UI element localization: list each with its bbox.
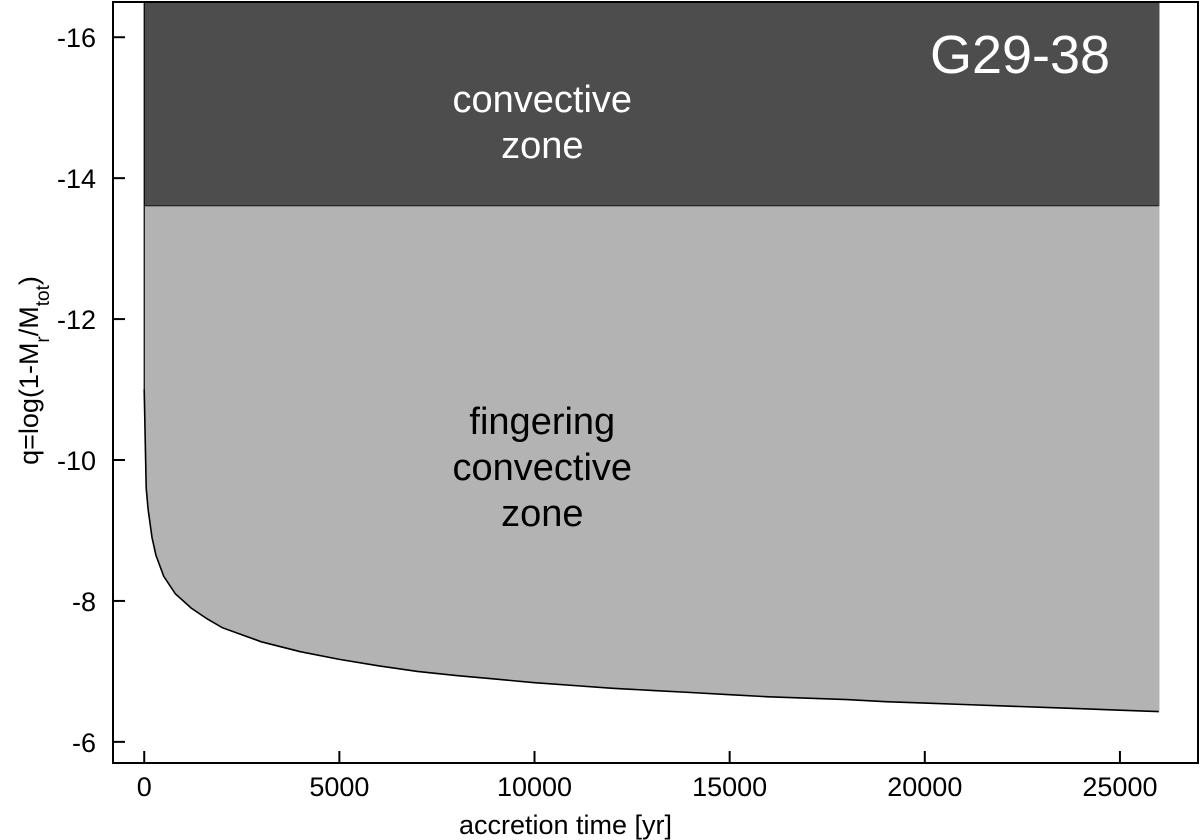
y-tick-label-4: -8 [72, 587, 96, 617]
y-axis-label-sub-tot: tot [33, 284, 54, 306]
x-tick-label-2: 10000 [497, 772, 572, 802]
plot-frame [112, 1, 1199, 764]
chart-fills [143, 2, 1160, 713]
y-tick-label-2: -12 [57, 305, 96, 335]
zone-label-1-line-0: fingering [469, 401, 615, 443]
zone-label-1-line-1: convective [453, 447, 633, 489]
x-tick-label-4: 20000 [887, 772, 962, 802]
x-tick-label-3: 15000 [692, 772, 767, 802]
y-tick-label-5: -6 [72, 728, 96, 758]
y-axis-label-end: ) [14, 276, 44, 285]
zone-label-0-line-0: convective [453, 79, 633, 121]
x-tick-label-1: 5000 [309, 772, 369, 802]
x-axis-label: accretion time [yr] [459, 810, 672, 840]
zone-fill-1 [144, 206, 1159, 712]
axis-ticks: 0 5000 10000 15000 20000 25000 -16 -14 -12 -10 -8 -… [57, 23, 1158, 802]
y-tick-label-0: -16 [57, 23, 96, 53]
chart-title: G29-38 [930, 25, 1110, 85]
x-tick-label-0: 0 [137, 772, 152, 802]
zone-label-1-line-2: zone [501, 493, 583, 535]
y-axis-label: q=log(1-Mr/Mtot) [14, 276, 54, 465]
y-axis-label-mid: /M [14, 306, 44, 336]
y-axis-label-base: q=log(1-M [14, 343, 44, 465]
zone-label-0-line-1: zone [501, 125, 583, 167]
y-axis-label-sub-r: r [33, 336, 54, 343]
zone-fill-0 [144, 2, 1159, 207]
y-tick-label-3: -10 [57, 446, 96, 476]
y-tick-label-1: -14 [57, 164, 96, 194]
zone-boundary-1 [143, 389, 1160, 713]
x-tick-label-5: 25000 [1082, 772, 1157, 802]
